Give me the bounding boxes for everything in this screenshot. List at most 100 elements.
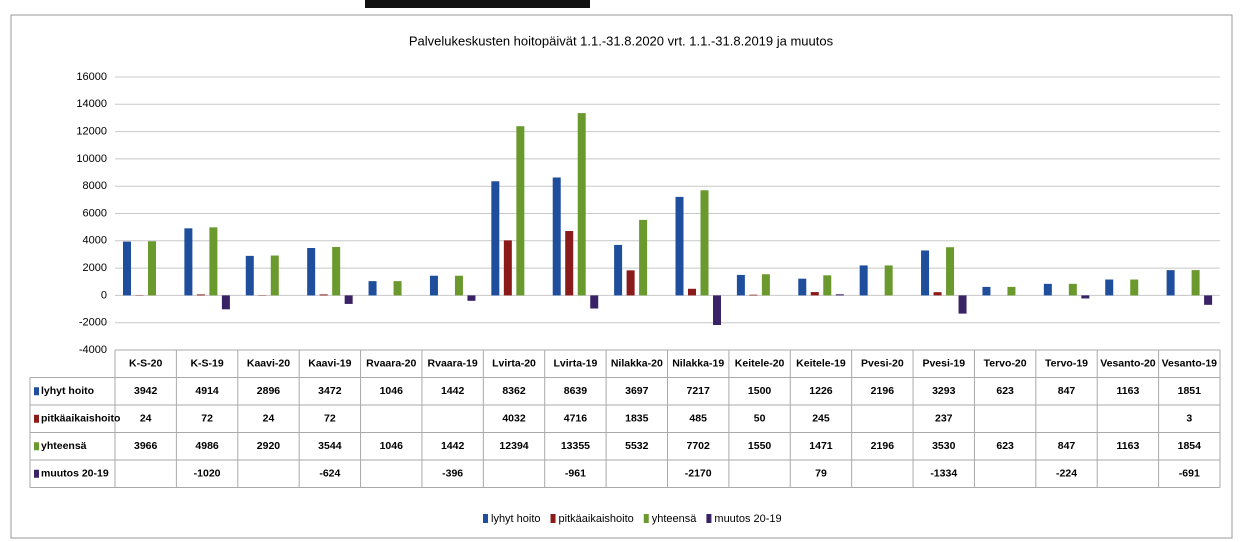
- y-tick-label: 0: [101, 289, 107, 301]
- bar: [1166, 270, 1175, 296]
- chart-title: Palvelukeskusten hoitopäivät 1.1.-31.8.2…: [409, 33, 834, 48]
- y-tick-label: 2000: [83, 262, 107, 274]
- table-row-label: muutos 20-19: [41, 468, 109, 480]
- bar: [393, 281, 402, 296]
- bar: [368, 281, 377, 296]
- table-value: 1471: [809, 440, 833, 452]
- chart-frame: [10, 14, 1233, 539]
- category-label: Pvesi-19: [922, 358, 965, 370]
- table-value: 3: [1186, 413, 1192, 425]
- bar: [675, 196, 684, 296]
- bar: [1105, 279, 1114, 296]
- y-tick-label: 4000: [83, 235, 107, 247]
- legend-label: yhteensä: [652, 513, 698, 525]
- category-label: Nilakka-20: [611, 358, 663, 370]
- table-value: 3544: [318, 440, 342, 452]
- table-value: 4986: [195, 440, 219, 452]
- table-value: 1163: [1117, 440, 1140, 452]
- table-value: 1442: [441, 385, 465, 397]
- bar: [884, 265, 893, 296]
- table-value: -691: [1179, 468, 1200, 480]
- bar: [307, 248, 316, 296]
- table-value: 7217: [687, 385, 711, 397]
- legend-label: lyhyt hoito: [491, 513, 541, 525]
- category-label: Kaavi-19: [308, 358, 351, 370]
- table-legend-swatch: [34, 414, 39, 423]
- bar: [614, 244, 623, 296]
- legend-label: pitkäaikaishoito: [559, 513, 634, 525]
- category-label: Lvirta-19: [554, 358, 598, 370]
- bar: [700, 190, 709, 296]
- table-value: 847: [1058, 440, 1076, 452]
- bar: [552, 177, 561, 296]
- table-value: 7702: [687, 440, 711, 452]
- table-value: -1020: [194, 468, 221, 480]
- table-value: 8362: [502, 385, 526, 397]
- bar: [835, 294, 844, 296]
- legend-swatch: [706, 514, 712, 523]
- bar: [1007, 286, 1016, 296]
- table-value: -624: [319, 468, 340, 480]
- bar: [1204, 295, 1213, 305]
- bar: [1191, 270, 1200, 296]
- table-value: 24: [140, 413, 152, 425]
- bar: [565, 231, 574, 296]
- y-tick-label: -4000: [79, 344, 107, 356]
- bar: [626, 270, 635, 296]
- y-tick-label: 16000: [76, 71, 107, 83]
- legend-label: muutos 20-19: [714, 513, 781, 525]
- category-label: Vesanto-20: [1100, 358, 1156, 370]
- table-value: 72: [201, 413, 213, 425]
- category-label: Keitele-20: [735, 358, 785, 370]
- table-value: 1163: [1117, 385, 1140, 397]
- bar: [823, 275, 832, 296]
- category-label: Rvaara-19: [428, 358, 478, 370]
- bar: [491, 181, 500, 296]
- table-value: 847: [1058, 385, 1076, 397]
- bar: [1081, 295, 1090, 299]
- table-row-label: lyhyt hoito: [41, 385, 94, 397]
- bar: [270, 255, 279, 296]
- table-value: 3942: [134, 385, 158, 397]
- category-label: K-S-19: [190, 358, 223, 370]
- table-value: -396: [442, 468, 463, 480]
- table-value: -2170: [685, 468, 712, 480]
- bar: [429, 275, 438, 296]
- table-value: 79: [815, 468, 827, 480]
- table-value: 50: [754, 413, 766, 425]
- y-tick-label: 6000: [83, 207, 107, 219]
- bar: [1043, 283, 1052, 296]
- bar: [749, 294, 758, 296]
- table-value: 245: [812, 413, 830, 425]
- category-label: Tervo-20: [984, 358, 1027, 370]
- table-value: 2196: [871, 385, 895, 397]
- bar: [921, 250, 930, 296]
- bar: [148, 241, 156, 296]
- table-value: 623: [996, 440, 1014, 452]
- legend-swatch: [643, 514, 649, 523]
- bar: [946, 247, 955, 296]
- category-label: Keitele-19: [796, 358, 846, 370]
- bar: [467, 295, 476, 301]
- table-value: 5532: [625, 440, 649, 452]
- table-value: 2196: [871, 440, 895, 452]
- bar: [196, 294, 205, 296]
- cropped-header: [365, 0, 590, 8]
- legend-swatch: [550, 514, 556, 523]
- bar: [798, 278, 807, 296]
- bar: [516, 126, 525, 296]
- bar: [344, 295, 353, 304]
- table-legend-swatch: [34, 387, 39, 396]
- bar: [958, 295, 967, 314]
- category-label: Rvaara-20: [366, 358, 416, 370]
- bar: [810, 292, 819, 296]
- category-label: Kaavi-20: [247, 358, 290, 370]
- y-tick-label: 8000: [83, 180, 107, 192]
- table-value: 8639: [564, 385, 588, 397]
- table-value: 1442: [441, 440, 465, 452]
- table-value: 1851: [1178, 385, 1202, 397]
- table-value: 3530: [932, 440, 956, 452]
- bar: [982, 286, 991, 296]
- bar: [761, 274, 770, 296]
- table-legend-swatch: [34, 442, 39, 451]
